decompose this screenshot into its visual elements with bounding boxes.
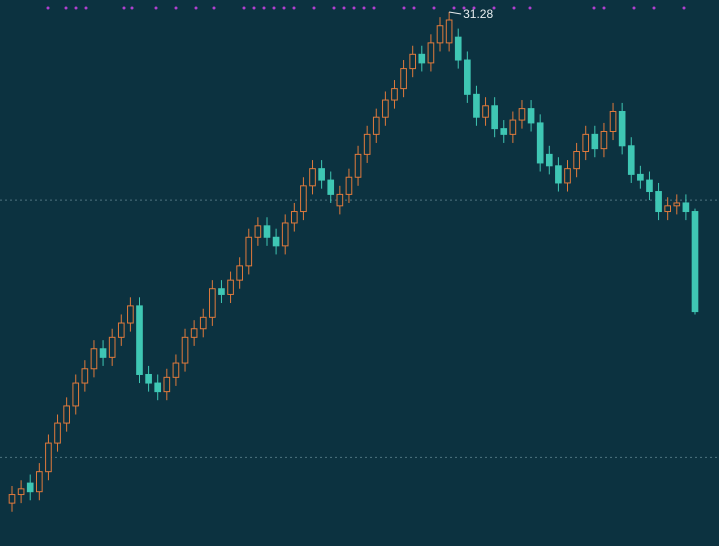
candle-body (545, 153, 553, 167)
candle-body (117, 322, 125, 338)
candle-body (646, 179, 653, 193)
candle-body (600, 130, 608, 150)
candle-body (8, 494, 16, 504)
candle-body (491, 105, 498, 130)
candle-body (190, 328, 198, 338)
candle-body (354, 153, 362, 178)
candle-body (35, 471, 43, 493)
candle-body (26, 482, 34, 493)
candle-body (518, 108, 526, 121)
candle-body (454, 36, 462, 61)
candle-body (418, 53, 426, 64)
candle-body (500, 128, 508, 135)
candle-body (154, 382, 162, 393)
candle-body (263, 225, 271, 238)
candle-body (245, 236, 253, 267)
candle-body (527, 108, 535, 124)
candle-body (172, 362, 180, 378)
max-pointer (449, 11, 462, 15)
candle-body (400, 68, 407, 90)
candle-body (627, 145, 635, 175)
candle-body (473, 93, 480, 118)
candle-body (664, 205, 672, 213)
candle-body (509, 119, 517, 135)
candle-body (63, 405, 70, 424)
candle-body (655, 191, 662, 213)
candle-body (199, 316, 207, 330)
candle-body (482, 105, 489, 118)
candle-body (564, 168, 571, 184)
candle-body (436, 25, 444, 44)
candle-body (309, 168, 316, 187)
candle-body (445, 19, 453, 44)
candle-body (609, 110, 617, 132)
candle-body (218, 288, 225, 295)
candle-body (318, 168, 325, 181)
candle-body (181, 336, 189, 364)
candle-body (145, 373, 152, 384)
candle-body (227, 279, 234, 295)
candle-body (99, 348, 107, 358)
candle-body (464, 59, 471, 95)
candle-body (290, 211, 298, 224)
candle-body (536, 122, 544, 164)
candle-body (90, 348, 98, 370)
candle-body (17, 488, 25, 496)
candle-body (136, 305, 143, 375)
candle-body (372, 116, 380, 135)
candle-body (682, 202, 690, 213)
candle-body (108, 336, 116, 358)
candle-body (591, 133, 599, 150)
candle-body (363, 133, 371, 155)
candle-body (573, 151, 580, 170)
candle-body (45, 442, 52, 473)
candle-body (555, 165, 562, 184)
candle-body (618, 110, 626, 147)
candle-body (81, 368, 89, 384)
candle-body (637, 173, 644, 181)
top-markers (46, 6, 686, 10)
candle-body (409, 53, 417, 70)
candle-body (254, 225, 262, 238)
candle-body (72, 382, 80, 407)
candle-body (582, 133, 590, 153)
candle-body (427, 42, 435, 64)
candle-body (236, 265, 243, 281)
candle-body (281, 222, 289, 247)
candle-body (345, 176, 353, 195)
candle-body (391, 88, 398, 101)
max-label: 31.28 (463, 7, 493, 21)
candle-body (209, 288, 216, 318)
candle-body (300, 185, 307, 213)
candle-body (272, 236, 280, 247)
candle-body (127, 305, 134, 324)
candle-body (163, 376, 171, 393)
candle-body (336, 193, 344, 207)
candle-body (54, 422, 61, 444)
candle-body (691, 211, 699, 313)
candle-body (327, 179, 335, 195)
candle-body (673, 202, 681, 207)
candle-body (382, 99, 389, 118)
